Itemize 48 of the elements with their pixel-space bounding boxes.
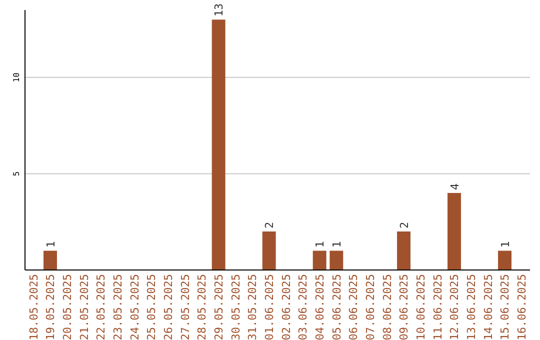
x-tick-label: 02.06.2025 [280, 274, 293, 340]
x-tick-label: 06.06.2025 [347, 274, 360, 340]
x-tick-label: 30.05.2025 [229, 274, 242, 340]
x-tick-label: 08.06.2025 [380, 274, 394, 340]
x-tick-label: 07.06.2025 [364, 274, 377, 340]
bar [330, 250, 344, 270]
x-tick-label: 29.05.2025 [212, 274, 226, 340]
bar [498, 250, 512, 270]
x-tick-label: 11.06.2025 [431, 274, 444, 340]
x-tick-label: 18.05.2025 [27, 274, 40, 340]
data-label: 13 [212, 3, 226, 17]
x-tick-label: 05.06.2025 [330, 274, 344, 340]
data-label: 2 [263, 222, 276, 228]
bar [212, 20, 226, 270]
bar [262, 231, 276, 270]
x-tick-label: 28.05.2025 [196, 274, 209, 340]
x-tick-label: 12.06.2025 [448, 274, 462, 340]
data-label: 2 [398, 222, 411, 228]
x-tick-label: 21.05.2025 [78, 274, 91, 340]
x-tick-label: 22.05.2025 [94, 274, 108, 340]
x-tick-label: 04.06.2025 [313, 274, 326, 340]
y-tick-label: 5 [12, 171, 21, 176]
x-tick-label: 31.05.2025 [246, 274, 260, 340]
x-tick-label: 23.05.2025 [111, 274, 124, 340]
x-tick-label: 25.05.2025 [145, 274, 158, 340]
x-tick-label: 14.06.2025 [482, 274, 495, 340]
bar [448, 192, 461, 270]
x-tick-label: 10.06.2025 [414, 274, 428, 340]
x-tick-label: 20.05.2025 [60, 274, 74, 340]
x-tick-label: 13.06.2025 [464, 274, 478, 340]
data-label: 1 [314, 241, 327, 248]
bar [397, 231, 410, 270]
x-tick-label: 24.05.2025 [128, 274, 142, 340]
bar [44, 250, 57, 270]
x-tick-label: 09.06.2025 [398, 274, 411, 340]
x-tick-label: 01.06.2025 [262, 274, 276, 340]
x-tick-label: 16.06.2025 [515, 274, 528, 340]
x-tick-label: 27.05.2025 [178, 274, 192, 340]
x-tick-label: 19.05.2025 [44, 274, 58, 340]
x-tick-label: 15.06.2025 [498, 274, 512, 340]
data-label: 1 [330, 241, 344, 248]
x-tick-label: 26.05.2025 [162, 274, 175, 340]
data-label: 4 [448, 182, 462, 190]
x-tick-label: 03.06.2025 [296, 274, 310, 340]
data-label: 1 [44, 241, 58, 248]
bar [312, 250, 326, 270]
y-tick-label: 10 [12, 72, 21, 82]
data-label: 1 [498, 241, 512, 248]
